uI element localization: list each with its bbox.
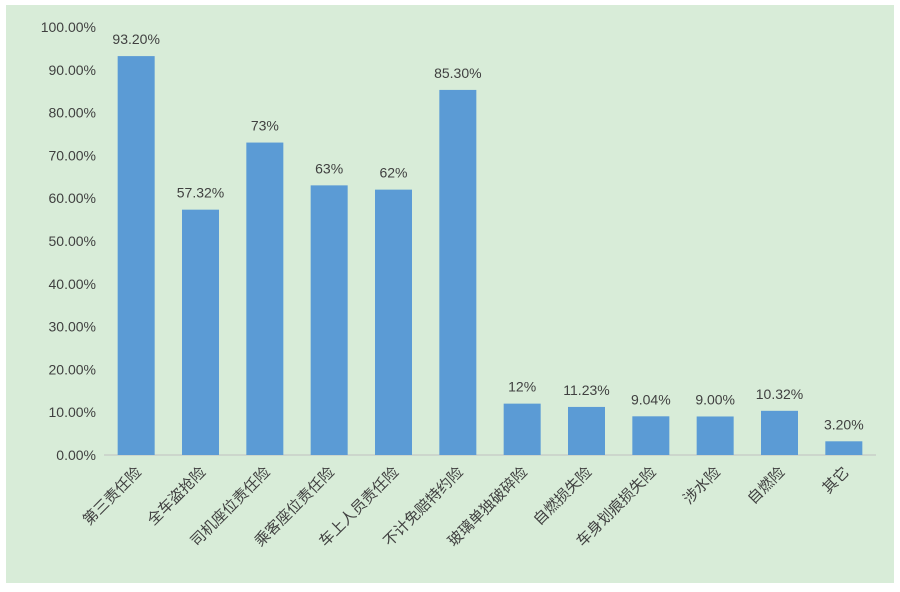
x-category-label: 自燃险: [744, 463, 789, 508]
data-label: 93.20%: [112, 31, 159, 47]
y-tick-label: 70.00%: [49, 147, 96, 163]
bar: [310, 185, 348, 456]
data-label: 85.30%: [434, 65, 481, 81]
data-label: 3.20%: [824, 416, 864, 432]
data-label: 12%: [508, 379, 536, 395]
x-category-label: 其它: [819, 463, 853, 497]
bar: [825, 441, 863, 455]
y-tick-label: 10.00%: [49, 404, 96, 420]
data-labels: 93.20% 57.32% 73% 63% 62% 85.30% 12% 11.23% 9.04…: [112, 31, 863, 432]
y-tick-label: 90.00%: [49, 62, 96, 78]
bar: [246, 142, 284, 455]
data-label: 57.32%: [177, 185, 224, 201]
y-tick-label: 50.00%: [49, 233, 96, 249]
bar: [182, 209, 219, 455]
bar: [761, 410, 798, 455]
y-tick-label: 100.00%: [41, 19, 96, 35]
data-label: 9.00%: [695, 391, 735, 407]
y-tick-label: 0.00%: [56, 447, 96, 463]
y-tick-label: 40.00%: [49, 276, 96, 292]
bar: [375, 189, 412, 455]
y-axis-ticks: 0.00% 10.00% 20.00% 30.00% 40.00% 50.00% 60.00…: [41, 19, 96, 463]
bar-chart: 0.00% 10.00% 20.00% 30.00% 40.00% 50.00% 60.00…: [41, 19, 876, 550]
x-axis-categories: 第三责任险 全车盗抢险司机座位责任险乘客座位责任险车上人员责任险不计免赔特约险玻璃…: [79, 463, 852, 550]
bar: [696, 416, 734, 455]
chart-area: 0.00% 10.00% 20.00% 30.00% 40.00% 50.00% 60.00…: [6, 5, 894, 583]
bar: [568, 406, 605, 455]
data-label: 62%: [379, 165, 407, 181]
x-category-label: 第三责任险: [79, 463, 145, 529]
x-category-label: 涉水险: [680, 464, 724, 508]
data-label: 10.32%: [756, 386, 803, 402]
x-category-label: 自燃损失险: [530, 463, 596, 529]
bar: [503, 403, 541, 455]
data-label: 11.23%: [563, 382, 609, 398]
data-label: 63%: [315, 160, 343, 176]
y-tick-label: 20.00%: [49, 361, 96, 377]
bar: [117, 56, 155, 455]
y-tick-label: 80.00%: [49, 105, 96, 121]
data-label: 73%: [251, 118, 279, 134]
y-tick-label: 30.00%: [49, 319, 96, 335]
bar: [439, 89, 477, 455]
y-tick-label: 60.00%: [49, 190, 96, 206]
bar: [632, 416, 670, 455]
bars: [117, 56, 863, 456]
data-label: 9.04%: [631, 391, 671, 407]
x-category-label: 全车盗抢险: [144, 463, 210, 529]
